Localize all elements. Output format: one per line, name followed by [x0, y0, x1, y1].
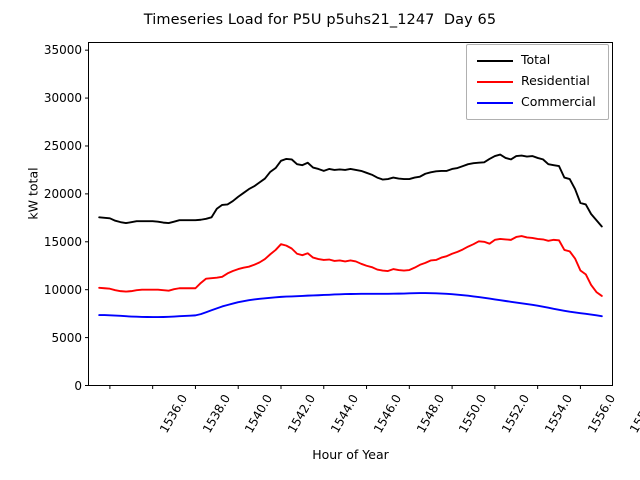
y-tick-label-text: 0 — [74, 378, 82, 393]
legend-swatch-residential-icon — [477, 80, 513, 83]
y-axis-label: kW total — [25, 167, 41, 220]
y-tick-label-text: 25000 — [43, 138, 82, 153]
series-line-total — [98, 153, 603, 228]
axes-frame — [88, 42, 613, 386]
y-tick-label-text: 15000 — [43, 234, 82, 249]
legend-swatch-total-icon — [477, 59, 513, 62]
legend-label: Total — [521, 52, 551, 68]
y-tick-label: 0 — [10, 379, 82, 393]
y-tick-label-text: 20000 — [43, 186, 82, 201]
y-tick-label-text: 35000 — [43, 43, 82, 58]
x-tick-marks — [109, 385, 581, 389]
y-tick-label-text: 30000 — [43, 91, 82, 106]
y-tick-label: 30000 — [10, 91, 82, 105]
series-lines — [98, 153, 603, 319]
series-line-residential — [98, 235, 603, 297]
y-tick-label: 10000 — [10, 283, 82, 297]
series-line-commercial — [98, 292, 603, 319]
legend: Total Residential Commercial — [466, 44, 609, 120]
legend-item-commercial[interactable]: Commercial — [473, 92, 602, 113]
y-tick-label: 35000 — [10, 43, 82, 57]
y-tick-label: 25000 — [10, 139, 82, 153]
legend-swatch-commercial-icon — [477, 101, 513, 104]
y-tick-label: 15000 — [10, 235, 82, 249]
y-tick-label-text: 5000 — [51, 330, 82, 345]
y-tick-label: 5000 — [10, 331, 82, 345]
legend-item-residential[interactable]: Residential — [473, 71, 602, 92]
legend-item-total[interactable]: Total — [473, 50, 602, 71]
legend-label: Residential — [521, 73, 590, 89]
y-tick-marks — [85, 49, 89, 386]
y-tick-label: 20000 — [10, 187, 82, 201]
y-tick-label-text: 10000 — [43, 282, 82, 297]
legend-label: Commercial — [521, 94, 596, 110]
x-axis-label: Hour of Year — [312, 447, 389, 462]
chart-title: Timeseries Load for P5U p5uhs21_1247 Day… — [143, 12, 497, 28]
